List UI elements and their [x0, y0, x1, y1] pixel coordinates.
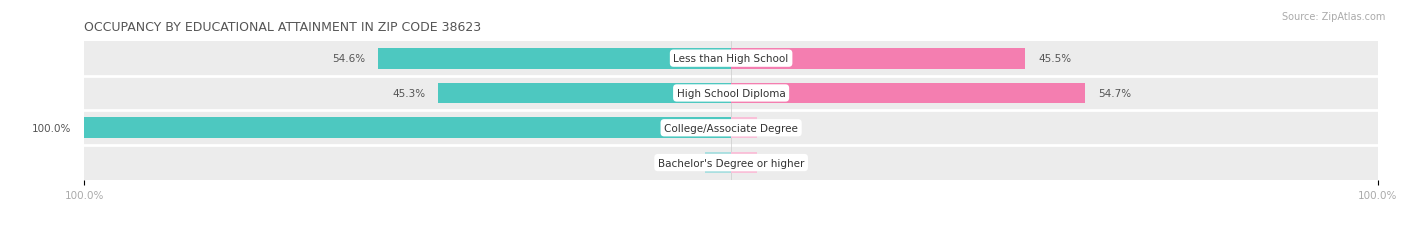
Bar: [84, 42, 1378, 76]
Text: 0.0%: 0.0%: [766, 123, 793, 133]
Text: Less than High School: Less than High School: [673, 54, 789, 64]
Text: 0.0%: 0.0%: [669, 158, 696, 168]
Bar: [84, 118, 731, 139]
Bar: [84, 111, 1378, 146]
Bar: [731, 83, 1085, 104]
Legend: Owner-occupied, Renter-occupied: Owner-occupied, Renter-occupied: [619, 229, 844, 231]
Bar: [439, 83, 731, 104]
Text: Source: ZipAtlas.com: Source: ZipAtlas.com: [1281, 12, 1385, 21]
Text: 54.6%: 54.6%: [332, 54, 366, 64]
Text: College/Associate Degree: College/Associate Degree: [664, 123, 799, 133]
Text: High School Diploma: High School Diploma: [676, 88, 786, 99]
Text: OCCUPANCY BY EDUCATIONAL ATTAINMENT IN ZIP CODE 38623: OCCUPANCY BY EDUCATIONAL ATTAINMENT IN Z…: [84, 21, 481, 33]
Bar: [84, 146, 1378, 180]
Bar: [731, 118, 756, 139]
Bar: [84, 76, 1378, 111]
Text: 45.5%: 45.5%: [1039, 54, 1071, 64]
Text: 45.3%: 45.3%: [392, 88, 425, 99]
Bar: [378, 49, 731, 69]
Bar: [706, 152, 731, 173]
Text: 54.7%: 54.7%: [1098, 88, 1130, 99]
Text: 0.0%: 0.0%: [766, 158, 793, 168]
Bar: [731, 152, 756, 173]
Text: Bachelor's Degree or higher: Bachelor's Degree or higher: [658, 158, 804, 168]
Text: 100.0%: 100.0%: [32, 123, 72, 133]
Bar: [731, 49, 1025, 69]
